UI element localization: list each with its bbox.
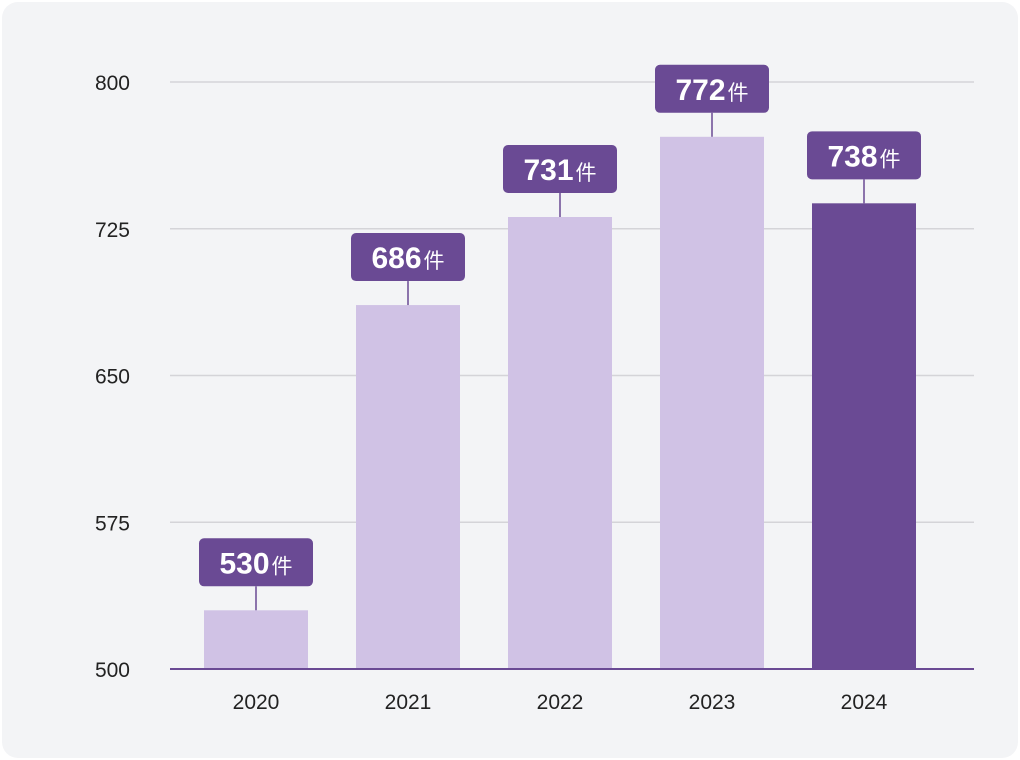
bar [204, 610, 308, 669]
data-label: 731件 [523, 154, 596, 187]
x-tick-label: 2022 [537, 691, 584, 714]
data-label: 772件 [675, 74, 748, 107]
data-label-box [503, 145, 617, 194]
y-tick-label: 800 [95, 72, 130, 95]
data-label: 738件 [827, 140, 900, 173]
y-tick-label: 575 [95, 512, 130, 535]
data-label: 530件 [219, 547, 292, 580]
y-tick-label: 650 [95, 366, 130, 389]
data-label-box [351, 233, 465, 282]
x-tick-label: 2023 [689, 691, 736, 714]
bar [812, 203, 916, 669]
x-tick-label: 2021 [385, 691, 432, 714]
bar [508, 217, 612, 669]
x-tick-label: 2024 [841, 691, 888, 714]
data-label-box [199, 538, 313, 587]
bar [660, 136, 764, 669]
bar [356, 305, 460, 669]
y-tick-label: 725 [95, 219, 130, 242]
data-label-box [655, 64, 769, 113]
data-label: 686件 [371, 242, 444, 275]
y-tick-label: 500 [95, 659, 130, 682]
data-label-box [807, 131, 921, 180]
x-tick-label: 2020 [233, 691, 280, 714]
